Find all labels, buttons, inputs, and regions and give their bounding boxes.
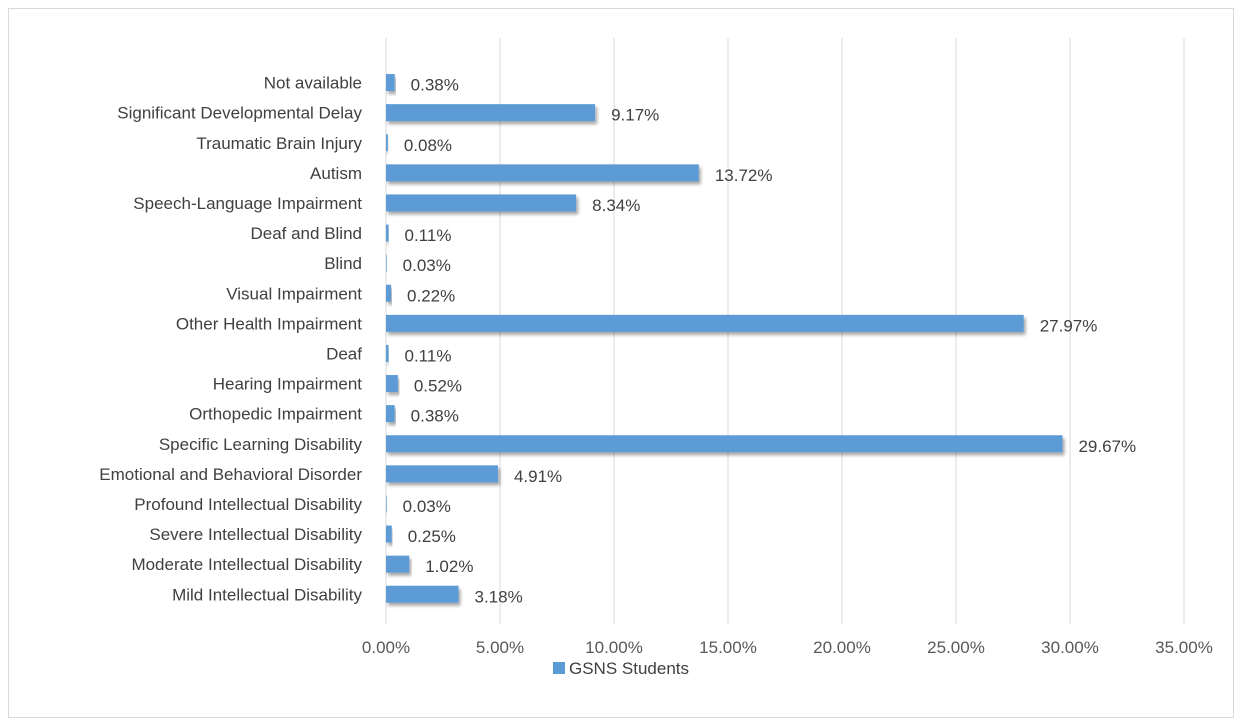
- data-label: 0.11%: [405, 226, 452, 245]
- category-label: Profound Intellectual Disability: [134, 495, 362, 514]
- bar: [386, 224, 389, 242]
- data-label: 0.11%: [405, 346, 452, 365]
- category-label: Specific Learning Disability: [159, 435, 363, 454]
- chart-frame: [8, 8, 1234, 718]
- x-tick-label: 25.00%: [927, 638, 985, 657]
- category-label: Not available: [264, 74, 362, 93]
- bar: [386, 435, 1063, 453]
- bar: [386, 555, 410, 573]
- data-label: 4.91%: [514, 467, 562, 486]
- category-label: Deaf: [326, 344, 362, 363]
- category-label: Orthopedic Impairment: [189, 405, 362, 424]
- data-label: 8.34%: [592, 196, 640, 215]
- bar: [386, 405, 395, 423]
- category-label: Deaf and Blind: [250, 224, 362, 243]
- category-label: Severe Intellectual Disability: [149, 525, 362, 544]
- data-label: 0.52%: [414, 377, 462, 396]
- bar: [386, 585, 459, 603]
- legend-label: GSNS Students: [569, 659, 689, 678]
- category-label: Moderate Intellectual Disability: [131, 555, 362, 574]
- category-label: Visual Impairment: [226, 284, 362, 303]
- category-label: Speech-Language Impairment: [133, 194, 362, 213]
- bar: [386, 314, 1024, 332]
- bar: [386, 74, 395, 92]
- bar: [386, 375, 398, 393]
- data-label: 29.67%: [1078, 437, 1136, 456]
- data-label: 0.38%: [411, 407, 459, 426]
- x-tick-label: 30.00%: [1041, 638, 1099, 657]
- legend-swatch: [553, 662, 565, 674]
- category-label: Significant Developmental Delay: [117, 104, 362, 123]
- bar: [386, 465, 498, 483]
- data-label: 0.22%: [407, 286, 455, 305]
- bar: [386, 104, 596, 122]
- bar: [386, 344, 389, 362]
- data-label: 1.02%: [425, 557, 473, 576]
- data-label: 3.18%: [475, 587, 523, 606]
- category-label: Emotional and Behavioral Disorder: [99, 465, 362, 484]
- bar: [386, 164, 699, 182]
- data-label: 9.17%: [611, 106, 659, 125]
- x-tick-label: 35.00%: [1155, 638, 1213, 657]
- data-label: 0.38%: [411, 76, 459, 95]
- x-axis-tick-labels: 0.00% 5.00% 10.00% 15.00% 20.00% 25.00% 30.00%…: [362, 638, 1213, 657]
- category-label: Blind: [324, 254, 362, 273]
- data-label: 0.03%: [403, 256, 451, 275]
- category-label: Autism: [310, 164, 362, 183]
- bar: [386, 495, 387, 513]
- bar: [386, 254, 387, 272]
- category-label: Mild Intellectual Disability: [172, 585, 362, 604]
- data-labels: 0.38% 9.17% 0.08% 13.72% 8.34% 0.11% 0.03% 0.22…: [403, 76, 1136, 607]
- data-label: 0.08%: [404, 136, 452, 155]
- bar: [386, 134, 388, 152]
- category-label: Other Health Impairment: [176, 314, 362, 333]
- bars: [386, 74, 1063, 603]
- x-tick-label: 5.00%: [476, 638, 524, 657]
- category-labels: Not available Significant Developmental D…: [99, 74, 362, 605]
- x-tick-label: 20.00%: [813, 638, 871, 657]
- bar: [386, 284, 392, 302]
- bar: [386, 525, 392, 543]
- data-label: 0.25%: [408, 527, 456, 546]
- data-label: 0.03%: [403, 497, 451, 516]
- x-tick-label: 15.00%: [699, 638, 757, 657]
- data-label: 13.72%: [715, 166, 773, 185]
- category-label: Hearing Impairment: [213, 375, 363, 394]
- data-label: 27.97%: [1040, 316, 1098, 335]
- x-tick-label: 0.00%: [362, 638, 410, 657]
- legend: GSNS Students: [553, 659, 689, 678]
- category-label: Traumatic Brain Injury: [196, 134, 362, 153]
- x-tick-label: 10.00%: [585, 638, 643, 657]
- bar: [386, 194, 577, 212]
